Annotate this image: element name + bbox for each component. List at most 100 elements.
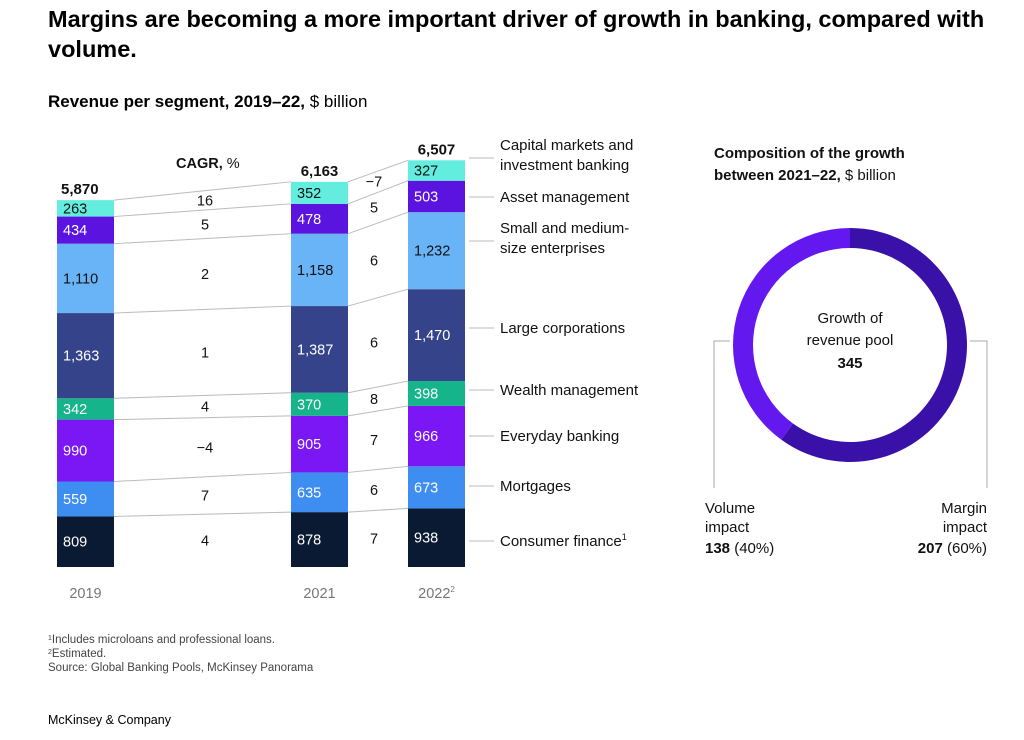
category-label-2019: 2019	[69, 586, 101, 602]
series-label-wealth-management-0: Wealth management	[500, 382, 639, 399]
footnote-1: 1Includes microloans and professional lo…	[48, 634, 276, 646]
category-label-2022: 20222	[418, 585, 455, 602]
donut-slice-margin-impact	[781, 228, 967, 463]
donut-title-line-0: Composition of the growth	[714, 145, 905, 162]
donut-center-line-0: Growth of	[817, 310, 883, 327]
slice-value-margin-impact: 207 (60%)	[918, 540, 987, 557]
bar-segment-large-corporations-2019	[57, 313, 114, 399]
cagr-value-small-and-medium-size-enterprises-0: 2	[201, 267, 209, 283]
data-label-consumer-finance-2022: 938	[414, 531, 438, 547]
series-label-large-corporations-0: Large corporations	[500, 320, 625, 337]
cagr-value-capital-markets-and-investment-banking-1: −7	[366, 175, 383, 191]
bar-segment-small-and-medium-size-enterprises-2019	[57, 243, 114, 314]
cagr-value-mortgages-1: 6	[370, 483, 378, 499]
cagr-value-everyday-banking-1: 7	[370, 433, 378, 449]
data-label-small-and-medium-size-enterprises-2019: 1,110	[63, 271, 98, 287]
data-label-everyday-banking-2022: 966	[414, 429, 438, 445]
bar-segment-large-corporations-2022	[408, 289, 465, 382]
bar-segment-asset-management-2021	[291, 203, 348, 234]
series-label-capital-markets-and-investment-banking-1: investment banking	[500, 157, 629, 174]
data-label-large-corporations-2022: 1,470	[414, 328, 450, 344]
cagr-value-large-corporations-1: 6	[370, 335, 378, 351]
total-label-2021: 6,163	[301, 163, 339, 180]
data-label-small-and-medium-size-enterprises-2021: 1,158	[297, 263, 333, 279]
data-label-mortgages-2019: 559	[63, 492, 87, 508]
bar-segment-small-and-medium-size-enterprises-2022	[408, 212, 465, 290]
data-label-wealth-management-2022: 398	[414, 387, 438, 403]
connector-line-asset-management-0	[113, 203, 292, 218]
bar-segment-large-corporations-2021	[291, 306, 348, 393]
data-label-capital-markets-and-investment-banking-2021: 352	[297, 186, 321, 202]
slice-label-volume-impact-1: impact	[705, 519, 750, 536]
series-label-mortgages-0: Mortgages	[500, 478, 571, 495]
connector-line-wealth-management-0	[113, 392, 292, 399]
cagr-value-wealth-management-1: 8	[370, 392, 378, 408]
bar-segment-asset-management-2019	[57, 216, 114, 244]
slice-label-margin-impact-0: Margin	[941, 500, 987, 517]
connector-line-large-corporations-1	[347, 288, 409, 307]
bar-segment-consumer-finance-2022	[408, 508, 465, 567]
data-label-mortgages-2021: 635	[297, 485, 321, 501]
bar-segment-mortgages-2022	[408, 466, 465, 509]
donut-title-line-1: between 2021–22, $ billion	[714, 167, 896, 184]
footnote-2: 2Estimated.	[48, 648, 107, 660]
margin-bracket	[970, 340, 988, 488]
connector-line-mortgages-0	[113, 471, 292, 482]
bar-segment-wealth-management-2022	[408, 381, 465, 406]
data-label-capital-markets-and-investment-banking-2022: 327	[414, 164, 438, 180]
data-label-everyday-banking-2019: 990	[63, 444, 87, 460]
data-label-asset-management-2022: 503	[414, 189, 438, 205]
connector-line-small-and-medium-size-enterprises-1	[347, 211, 409, 235]
data-label-everyday-banking-2021: 905	[297, 437, 321, 453]
connector-line-small-and-medium-size-enterprises-0	[113, 233, 292, 245]
total-label-2019: 5,870	[61, 181, 99, 198]
connector-line-consumer-finance-1	[347, 507, 409, 513]
bar-segment-everyday-banking-2022	[408, 405, 465, 467]
subtitle-bold: Revenue per segment, 2019–22,	[48, 92, 306, 111]
cagr-value-consumer-finance-0: 4	[201, 534, 209, 550]
bar-segment-consumer-finance-2019	[57, 516, 114, 567]
slice-label-margin-impact-1: impact	[943, 519, 988, 536]
series-label-consumer-finance-0: Consumer finance1	[500, 532, 627, 550]
cagr-header: CAGR, %	[176, 156, 240, 172]
subtitle-unit: $ billion	[305, 92, 368, 111]
series-label-small-and-medium-size-enterprises-0: Small and medium-	[500, 220, 629, 237]
cagr-value-everyday-banking-0: −4	[197, 440, 214, 456]
bar-segment-asset-management-2022	[408, 180, 465, 213]
bar-segment-small-and-medium-size-enterprises-2021	[291, 233, 348, 307]
bar-segment-wealth-management-2021	[291, 392, 348, 416]
connector-line-asset-management-1	[347, 180, 409, 205]
slice-label-volume-impact-0: Volume	[705, 500, 755, 517]
cagr-value-small-and-medium-size-enterprises-1: 6	[370, 253, 378, 269]
connector-line-large-corporations-0	[113, 305, 292, 314]
data-label-small-and-medium-size-enterprises-2022: 1,232	[414, 244, 450, 260]
cagr-value-mortgages-0: 7	[201, 489, 209, 505]
data-label-capital-markets-and-investment-banking-2019: 263	[63, 201, 87, 217]
footnotes: 1Includes microloans and professional lo…	[48, 633, 313, 675]
cagr-value-asset-management-0: 5	[201, 217, 209, 233]
connector-line-wealth-management-1	[347, 380, 409, 394]
data-label-mortgages-2022: 673	[414, 480, 438, 496]
data-label-asset-management-2021: 478	[297, 212, 321, 228]
bar-segment-capital-markets-and-investment-banking-2022	[408, 160, 465, 181]
connector-line-capital-markets-and-investment-banking-1	[347, 159, 409, 183]
donut-center-value: 345	[837, 355, 862, 372]
category-label-2021: 2021	[303, 586, 335, 602]
series-label-everyday-banking-0: Everyday banking	[500, 428, 619, 445]
series-label-asset-management-0: Asset management	[500, 189, 630, 206]
donut-center-line-1: revenue pool	[807, 332, 894, 349]
bar-segment-capital-markets-and-investment-banking-2021	[291, 181, 348, 204]
data-label-asset-management-2019: 434	[63, 223, 87, 239]
chart-title: Margins are becoming a more important dr…	[48, 6, 985, 62]
cagr-value-consumer-finance-1: 7	[370, 532, 378, 548]
connector-line-capital-markets-and-investment-banking-0	[113, 181, 292, 201]
cagr-value-large-corporations-0: 1	[201, 346, 209, 362]
bar-segment-mortgages-2019	[57, 481, 114, 517]
bar-segment-consumer-finance-2021	[291, 512, 348, 567]
connector-line-mortgages-1	[347, 465, 409, 473]
donut-slice-volume-impact	[733, 228, 850, 440]
slice-value-volume-impact: 138 (40%)	[705, 540, 774, 557]
data-label-consumer-finance-2021: 878	[297, 533, 321, 549]
cagr-value-asset-management-1: 5	[370, 201, 378, 217]
